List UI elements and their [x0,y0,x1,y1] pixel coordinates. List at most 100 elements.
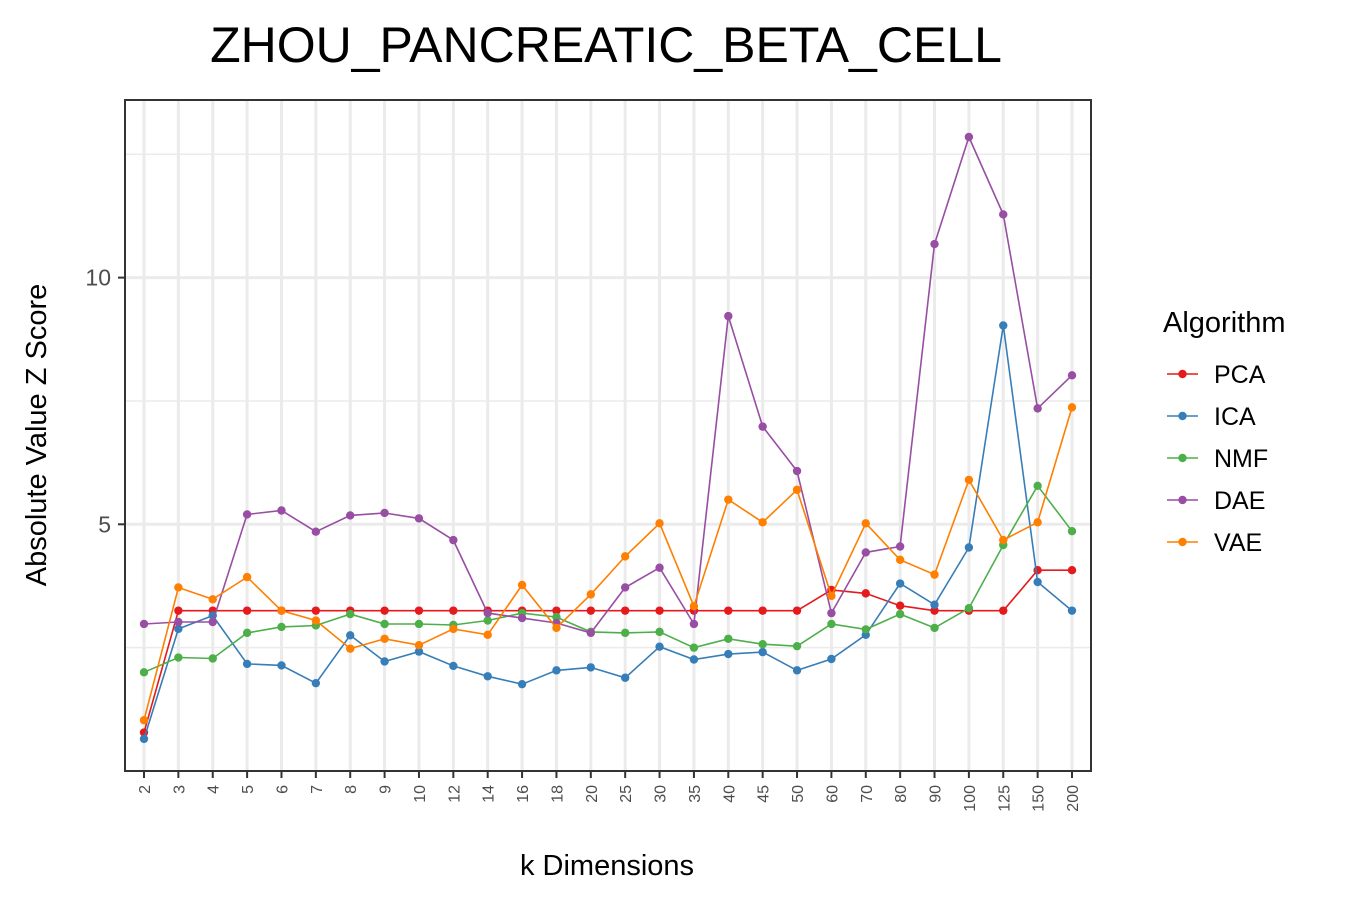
series-dae [139,132,1077,638]
data-point-dae [861,548,870,557]
x-tick-label: 12 [446,785,463,803]
data-point-vae [724,495,733,504]
x-tick-label: 50 [790,785,807,803]
legend-label-vae: VAE [1214,529,1262,557]
data-point-vae [655,519,664,528]
data-point-nmf [414,619,424,629]
data-point-ica [414,647,424,656]
data-point-nmf [242,628,252,638]
data-point-nmf [861,625,870,634]
data-point-pca [895,601,905,610]
x-tick-label: 3 [171,785,188,794]
data-point-dae [277,506,286,515]
x-tick-label: 200 [1065,785,1082,812]
data-point-dae [827,608,836,618]
data-point-nmf [655,627,664,637]
data-point-pca [861,589,870,598]
legend-label-nmf: NMF [1214,445,1268,473]
data-point-dae [1067,371,1077,380]
x-tick-label: 7 [309,785,326,794]
data-point-nmf [380,619,389,629]
data-point-vae [930,570,939,579]
data-point-nmf [277,622,286,632]
series-line-vae [143,407,1073,721]
data-point-vae [380,634,389,643]
x-tick-label: 90 [928,785,945,803]
data-point-ica [724,649,733,659]
data-point-vae [208,595,217,604]
legend-item-dae: DAE [1167,487,1265,515]
data-point-vae [964,475,974,485]
data-point-nmf [724,634,733,643]
data-point-pca [999,606,1008,615]
data-point-ica [689,655,699,664]
data-point-vae [414,640,424,650]
data-point-nmf [930,623,939,633]
series-line-ica [143,325,1073,740]
data-point-dae [758,422,767,431]
data-point-nmf [758,640,767,649]
data-point-vae [517,580,527,590]
legend-key-point-ica [1178,411,1187,421]
data-point-ica [827,654,836,664]
data-point-nmf [1033,481,1042,491]
data-point-vae [449,624,458,634]
legend-key-point-pca [1178,369,1187,379]
x-tick-label: 30 [653,785,670,803]
x-tick-label: 14 [481,785,498,803]
data-point-dae [483,608,492,618]
series-layer [139,132,1077,744]
data-point-nmf [1067,527,1077,536]
data-point-pca [930,606,939,615]
data-point-dae [620,583,630,592]
data-point-dae [586,628,596,638]
series-vae [139,403,1077,725]
x-tick-label: 70 [859,785,876,803]
data-point-dae [346,511,355,520]
x-tick-label: 100 [962,785,979,812]
data-point-pca [174,606,183,615]
data-point-ica [139,734,149,744]
data-point-vae [311,616,321,625]
data-point-nmf [689,643,699,652]
data-point-vae [861,519,870,528]
chart-title: ZHOU_PANCREATIC_BETA_CELL [210,17,1002,73]
x-tick-label: 9 [378,785,395,794]
data-point-nmf [792,641,802,651]
data-point-ica [999,321,1008,330]
legend-item-vae: VAE [1167,529,1262,557]
data-point-nmf [174,653,183,662]
data-point-ica [655,642,664,651]
data-point-pca [1067,565,1077,575]
data-point-nmf [483,616,492,625]
x-tick-label: 18 [549,785,566,803]
data-point-ica [964,543,974,552]
data-point-dae [792,466,802,476]
data-point-vae [277,606,286,615]
data-point-pca [586,606,596,615]
x-tick-label: 2 [137,785,154,794]
data-point-vae [999,535,1008,545]
data-point-dae [1033,404,1042,413]
data-point-pca [792,606,802,615]
data-point-nmf [895,609,905,619]
data-point-dae [999,210,1008,219]
x-tick-label: 25 [618,785,635,803]
data-point-ica [620,673,630,682]
data-point-ica [1033,577,1042,587]
legend-key-point-dae [1178,495,1187,505]
x-tick-label: 80 [893,785,910,803]
x-tick-label: 10 [412,785,429,803]
data-point-dae [414,514,424,523]
y-axis-title: Absolute Value Z Score [21,284,53,587]
data-point-nmf [620,628,630,638]
data-point-ica [380,657,389,666]
x-tick-label: 45 [756,785,773,803]
data-point-vae [1067,403,1077,412]
data-point-ica [311,678,321,688]
data-point-dae [208,617,217,627]
data-point-dae [964,132,974,142]
legend-key-point-nmf [1178,453,1187,463]
